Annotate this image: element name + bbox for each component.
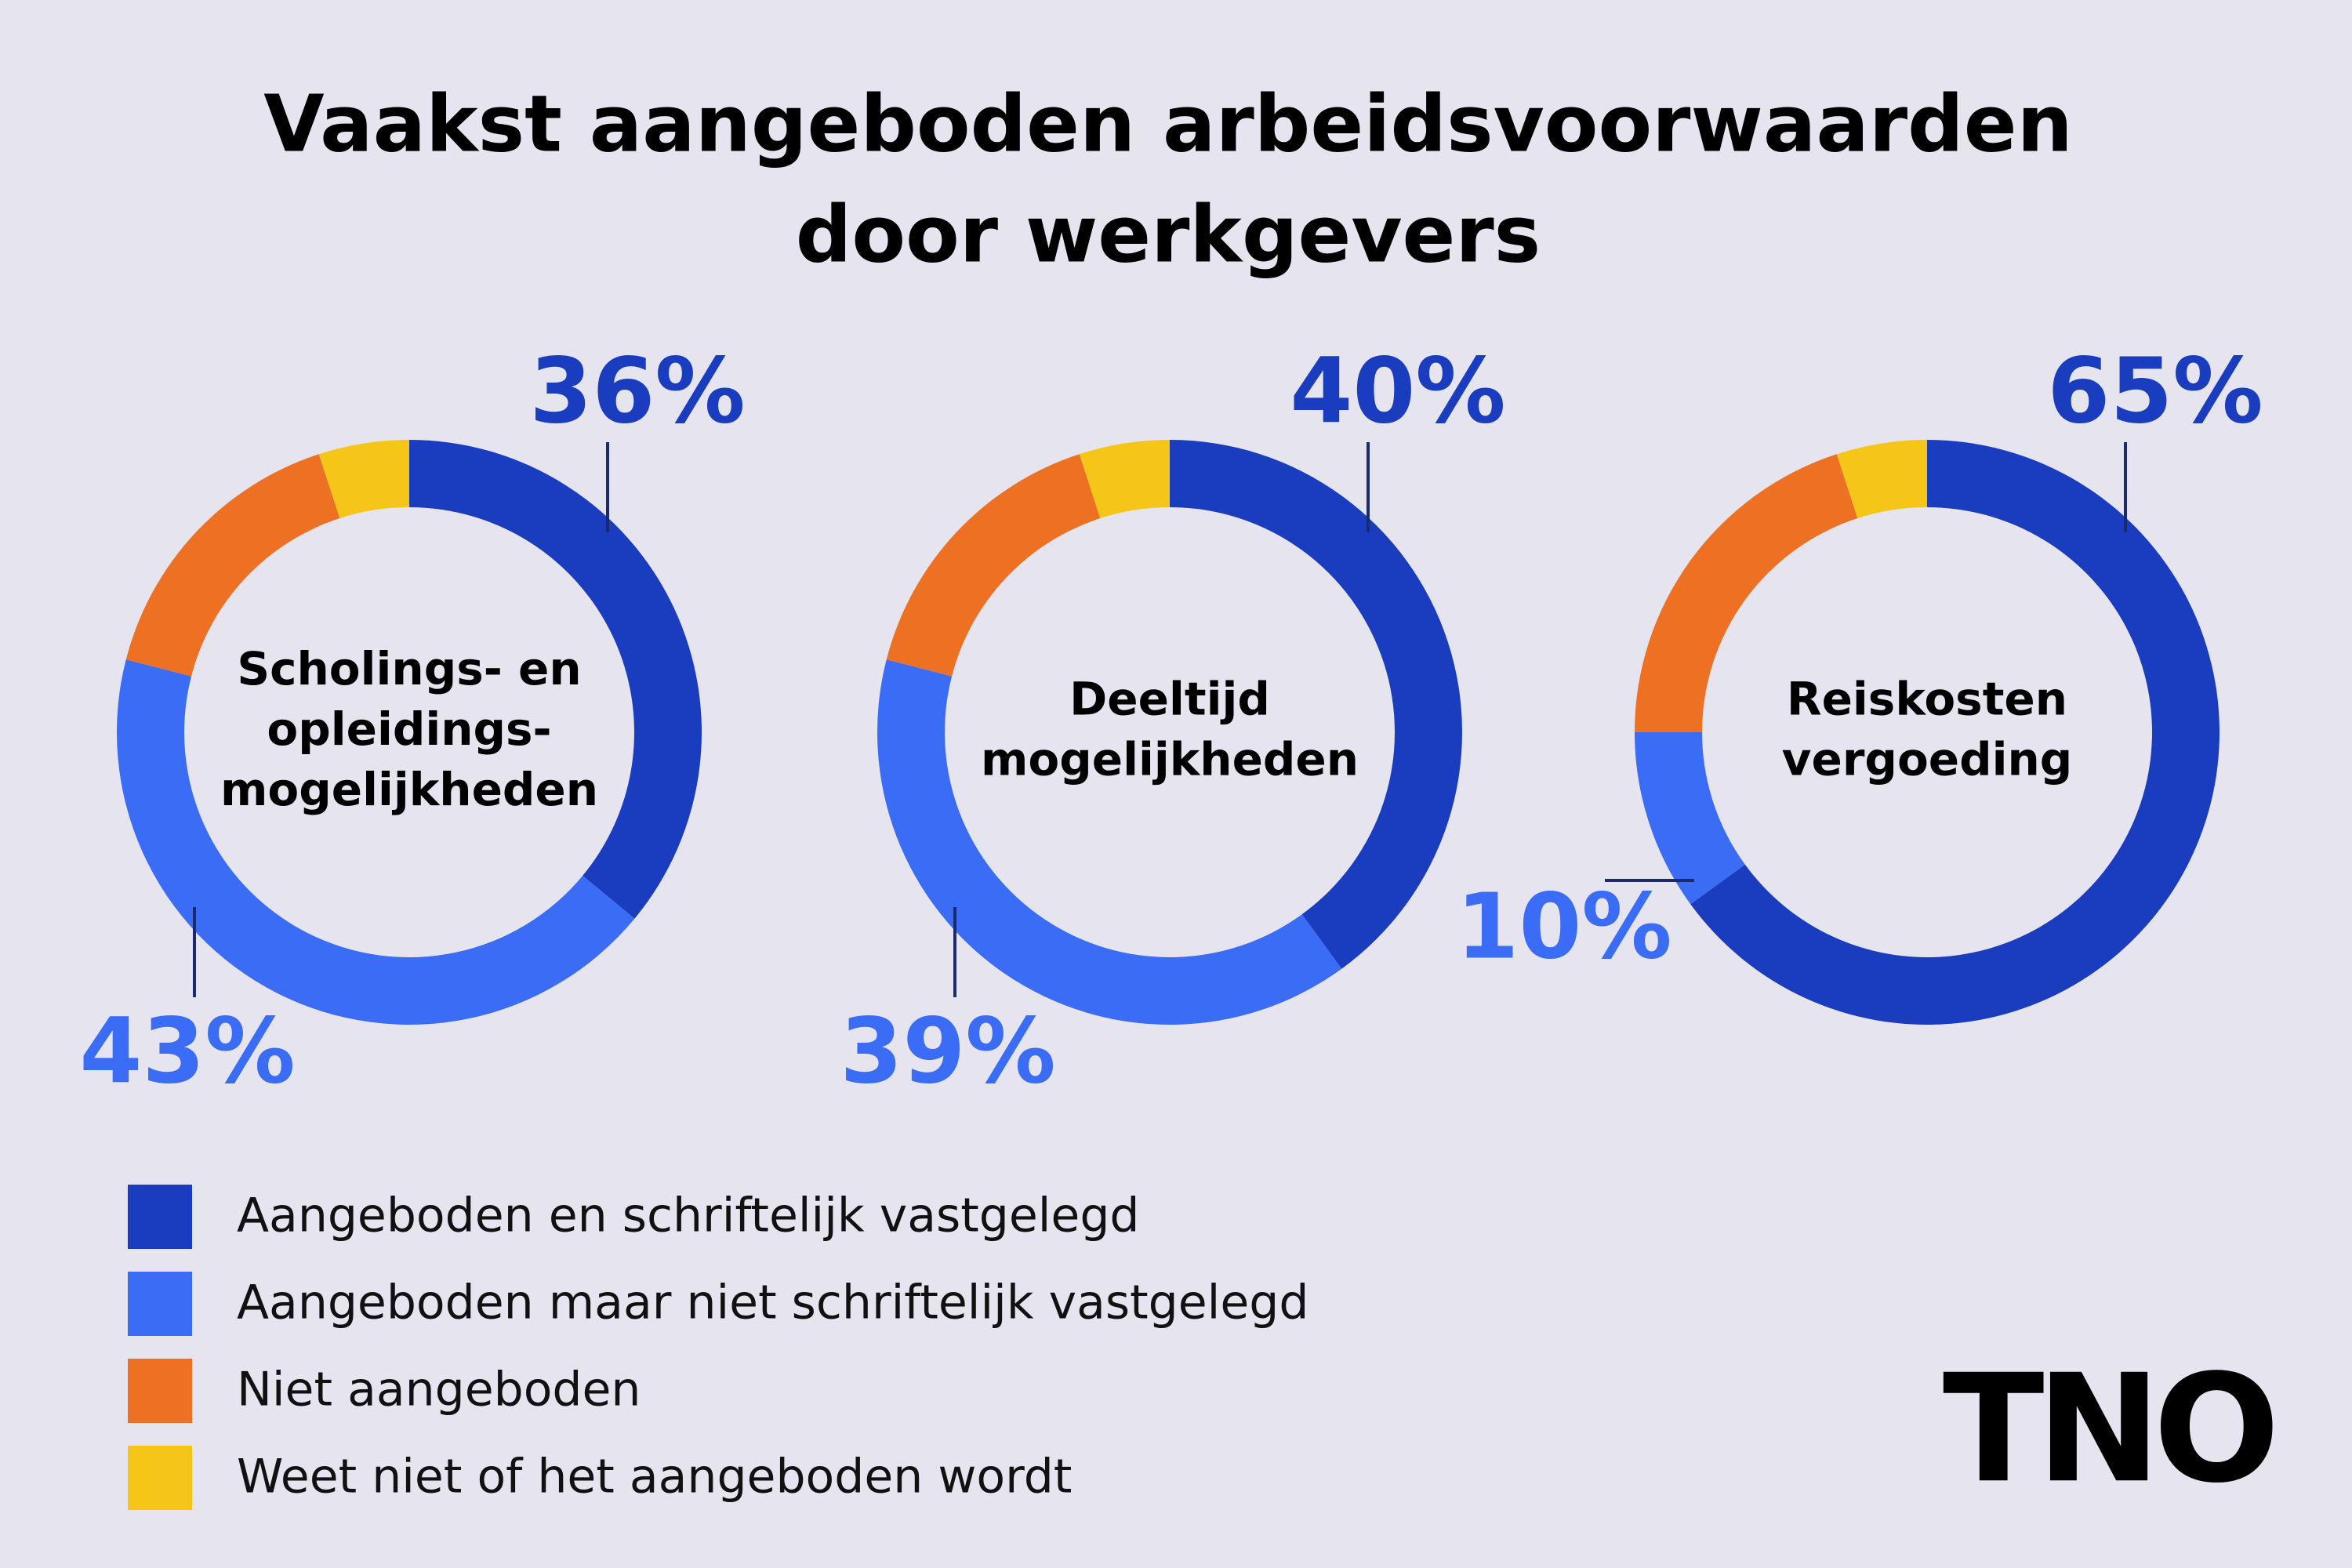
legend-swatch: [128, 1446, 192, 1510]
value-label: 40%: [1290, 339, 1505, 445]
donut-segment: [1635, 454, 1858, 732]
donut-segment: [318, 440, 409, 519]
donut-center-label: Deeltijd: [1069, 673, 1270, 726]
donut-segment: [1170, 440, 1462, 969]
legend-label: Weet niet of het aangeboden wordt: [237, 1450, 1072, 1504]
donut-segment: [886, 454, 1101, 677]
legend-label: Niet aangeboden: [237, 1363, 641, 1417]
donut-segment: [1836, 440, 1927, 519]
page-title: door werkgevers: [796, 188, 1541, 280]
donut-center-label: opleidings-: [267, 702, 551, 756]
value-label: 10%: [1456, 875, 1671, 980]
donut-center-label: Reiskosten: [1787, 673, 2067, 726]
value-label: 39%: [840, 1000, 1055, 1105]
legend-label: Aangeboden maar niet schriftelijk vastge…: [237, 1276, 1308, 1330]
page-title: Vaakst aangeboden arbeidsvoorwaarden: [263, 78, 2073, 169]
donut-center-label: mogelijkheden: [981, 733, 1359, 786]
legend-swatch: [128, 1185, 192, 1249]
donut-segment: [877, 659, 1342, 1025]
donut-segment: [1635, 732, 1745, 905]
legend-swatch: [128, 1272, 192, 1336]
legend-swatch: [128, 1359, 192, 1423]
donut-segment: [1079, 440, 1170, 519]
legend-label: Aangeboden en schriftelijk vastgelegd: [237, 1189, 1140, 1243]
donut-center-label: Scholings- en: [237, 642, 581, 695]
value-label: 43%: [79, 1000, 295, 1105]
value-label: 65%: [2047, 339, 2263, 445]
value-label: 36%: [529, 339, 745, 445]
donut-segment: [125, 454, 340, 677]
donut-center-label: vergoeding: [1782, 733, 2073, 786]
donut-center-label: mogelijkheden: [220, 763, 598, 816]
donut-segment: [409, 440, 702, 919]
logo: TNO: [1943, 1342, 2273, 1515]
donut-segment: [116, 659, 635, 1025]
